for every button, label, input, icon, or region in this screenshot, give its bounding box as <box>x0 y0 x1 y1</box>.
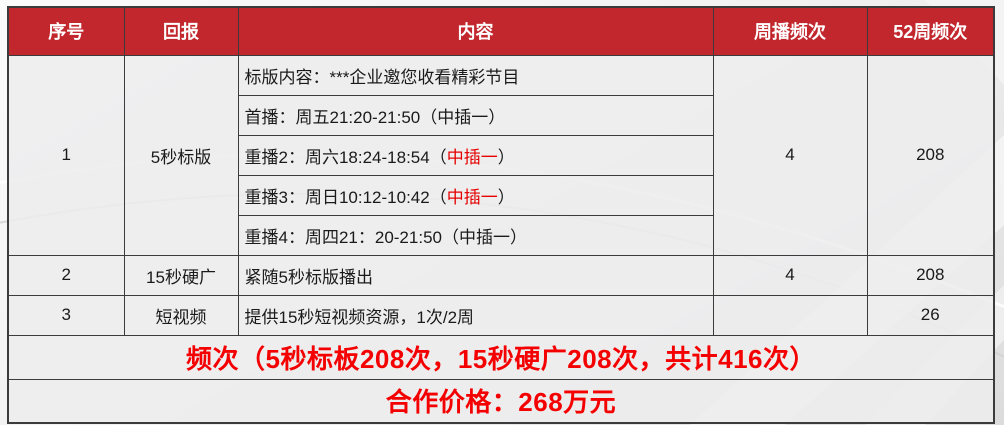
table-row: 重播4：周四21：20-21:50（中插一） <box>8 214 994 256</box>
content-text: 首播：周五21:20-21:50（中插一） <box>244 107 506 127</box>
frequency-summary: 频次（5秒标板208次，15秒硬广208次，共计416次） <box>7 334 995 380</box>
content-text: 标版内容：***企业邀您收看精彩节目 <box>244 67 520 87</box>
yearly-frequency-cell: 26 <box>866 294 995 336</box>
content-cell: 紧随5秒标版播出 <box>237 254 714 296</box>
content-red-text: 中插一 <box>446 147 498 167</box>
weekly-frequency-cell <box>712 294 868 336</box>
content-text: 重播3：周日10:12-10:42（ <box>244 187 447 207</box>
weekly-frequency-cell: 4 <box>712 254 868 296</box>
content-text: 重播4：周四21：20-21:50（中插一） <box>244 227 527 247</box>
yearly-frequency-cell: 208 <box>866 54 995 256</box>
table-header-row: 序号 回报 内容 周播频次 52周频次 <box>7 6 995 56</box>
content-cell: 重播3：周日10:12-10:42（中插一） <box>237 174 714 216</box>
content-cell: 提供15秒短视频资源，1次/2周 <box>237 294 714 336</box>
weekly-frequency-cell: 4 <box>712 54 868 256</box>
table-row: 合作价格：268万元 <box>7 378 995 424</box>
header-weekly-frequency: 周播频次 <box>712 6 868 56</box>
reward-cell: 5秒标版 <box>123 54 239 256</box>
table-row: 2 15秒硬广 紧随5秒标版播出 4 208 <box>7 254 995 296</box>
table-row: 1 5秒标版 标版内容：***企业邀您收看精彩节目 4 208 <box>7 54 995 256</box>
serial-number-cell: 3 <box>7 294 125 336</box>
header-52week-frequency: 52周频次 <box>866 6 995 56</box>
serial-number-cell: 2 <box>7 254 125 296</box>
reward-cell: 短视频 <box>123 294 239 336</box>
content-cell: 标版内容：***企业邀您收看精彩节目 <box>237 54 714 96</box>
table-row: 频次（5秒标板208次，15秒硬广208次，共计416次） <box>7 334 995 380</box>
reward-cell: 15秒硬广 <box>123 254 239 296</box>
content-cell: 重播4：周四21：20-21:50（中插一） <box>237 214 714 256</box>
content-text: ） <box>497 187 515 207</box>
table-row: 首播：周五21:20-21:50（中插一） <box>8 94 994 136</box>
table-row: 重播2：周六18:24-18:54（中插一） <box>8 134 994 176</box>
yearly-frequency-cell: 208 <box>866 254 995 296</box>
table-row: 3 短视频 提供15秒短视频资源，1次/2周 26 <box>7 294 995 336</box>
content-red-text: 中插一 <box>446 187 498 207</box>
serial-number-cell: 1 <box>7 54 125 256</box>
header-serial-number: 序号 <box>7 6 125 56</box>
content-cell: 首播：周五21:20-21:50（中插一） <box>237 94 714 136</box>
media-package-table: 序号 回报 内容 周播频次 52周频次 1 5秒标版 标版内容：***企业邀您收… <box>7 6 995 424</box>
header-content: 内容 <box>237 6 714 56</box>
content-text: ） <box>497 147 515 167</box>
content-text: 重播2：周六18:24-18:54（ <box>244 147 447 167</box>
header-reward: 回报 <box>123 6 239 56</box>
price-summary: 合作价格：268万元 <box>7 378 995 424</box>
content-cell: 重播2：周六18:24-18:54（中插一） <box>237 134 714 176</box>
